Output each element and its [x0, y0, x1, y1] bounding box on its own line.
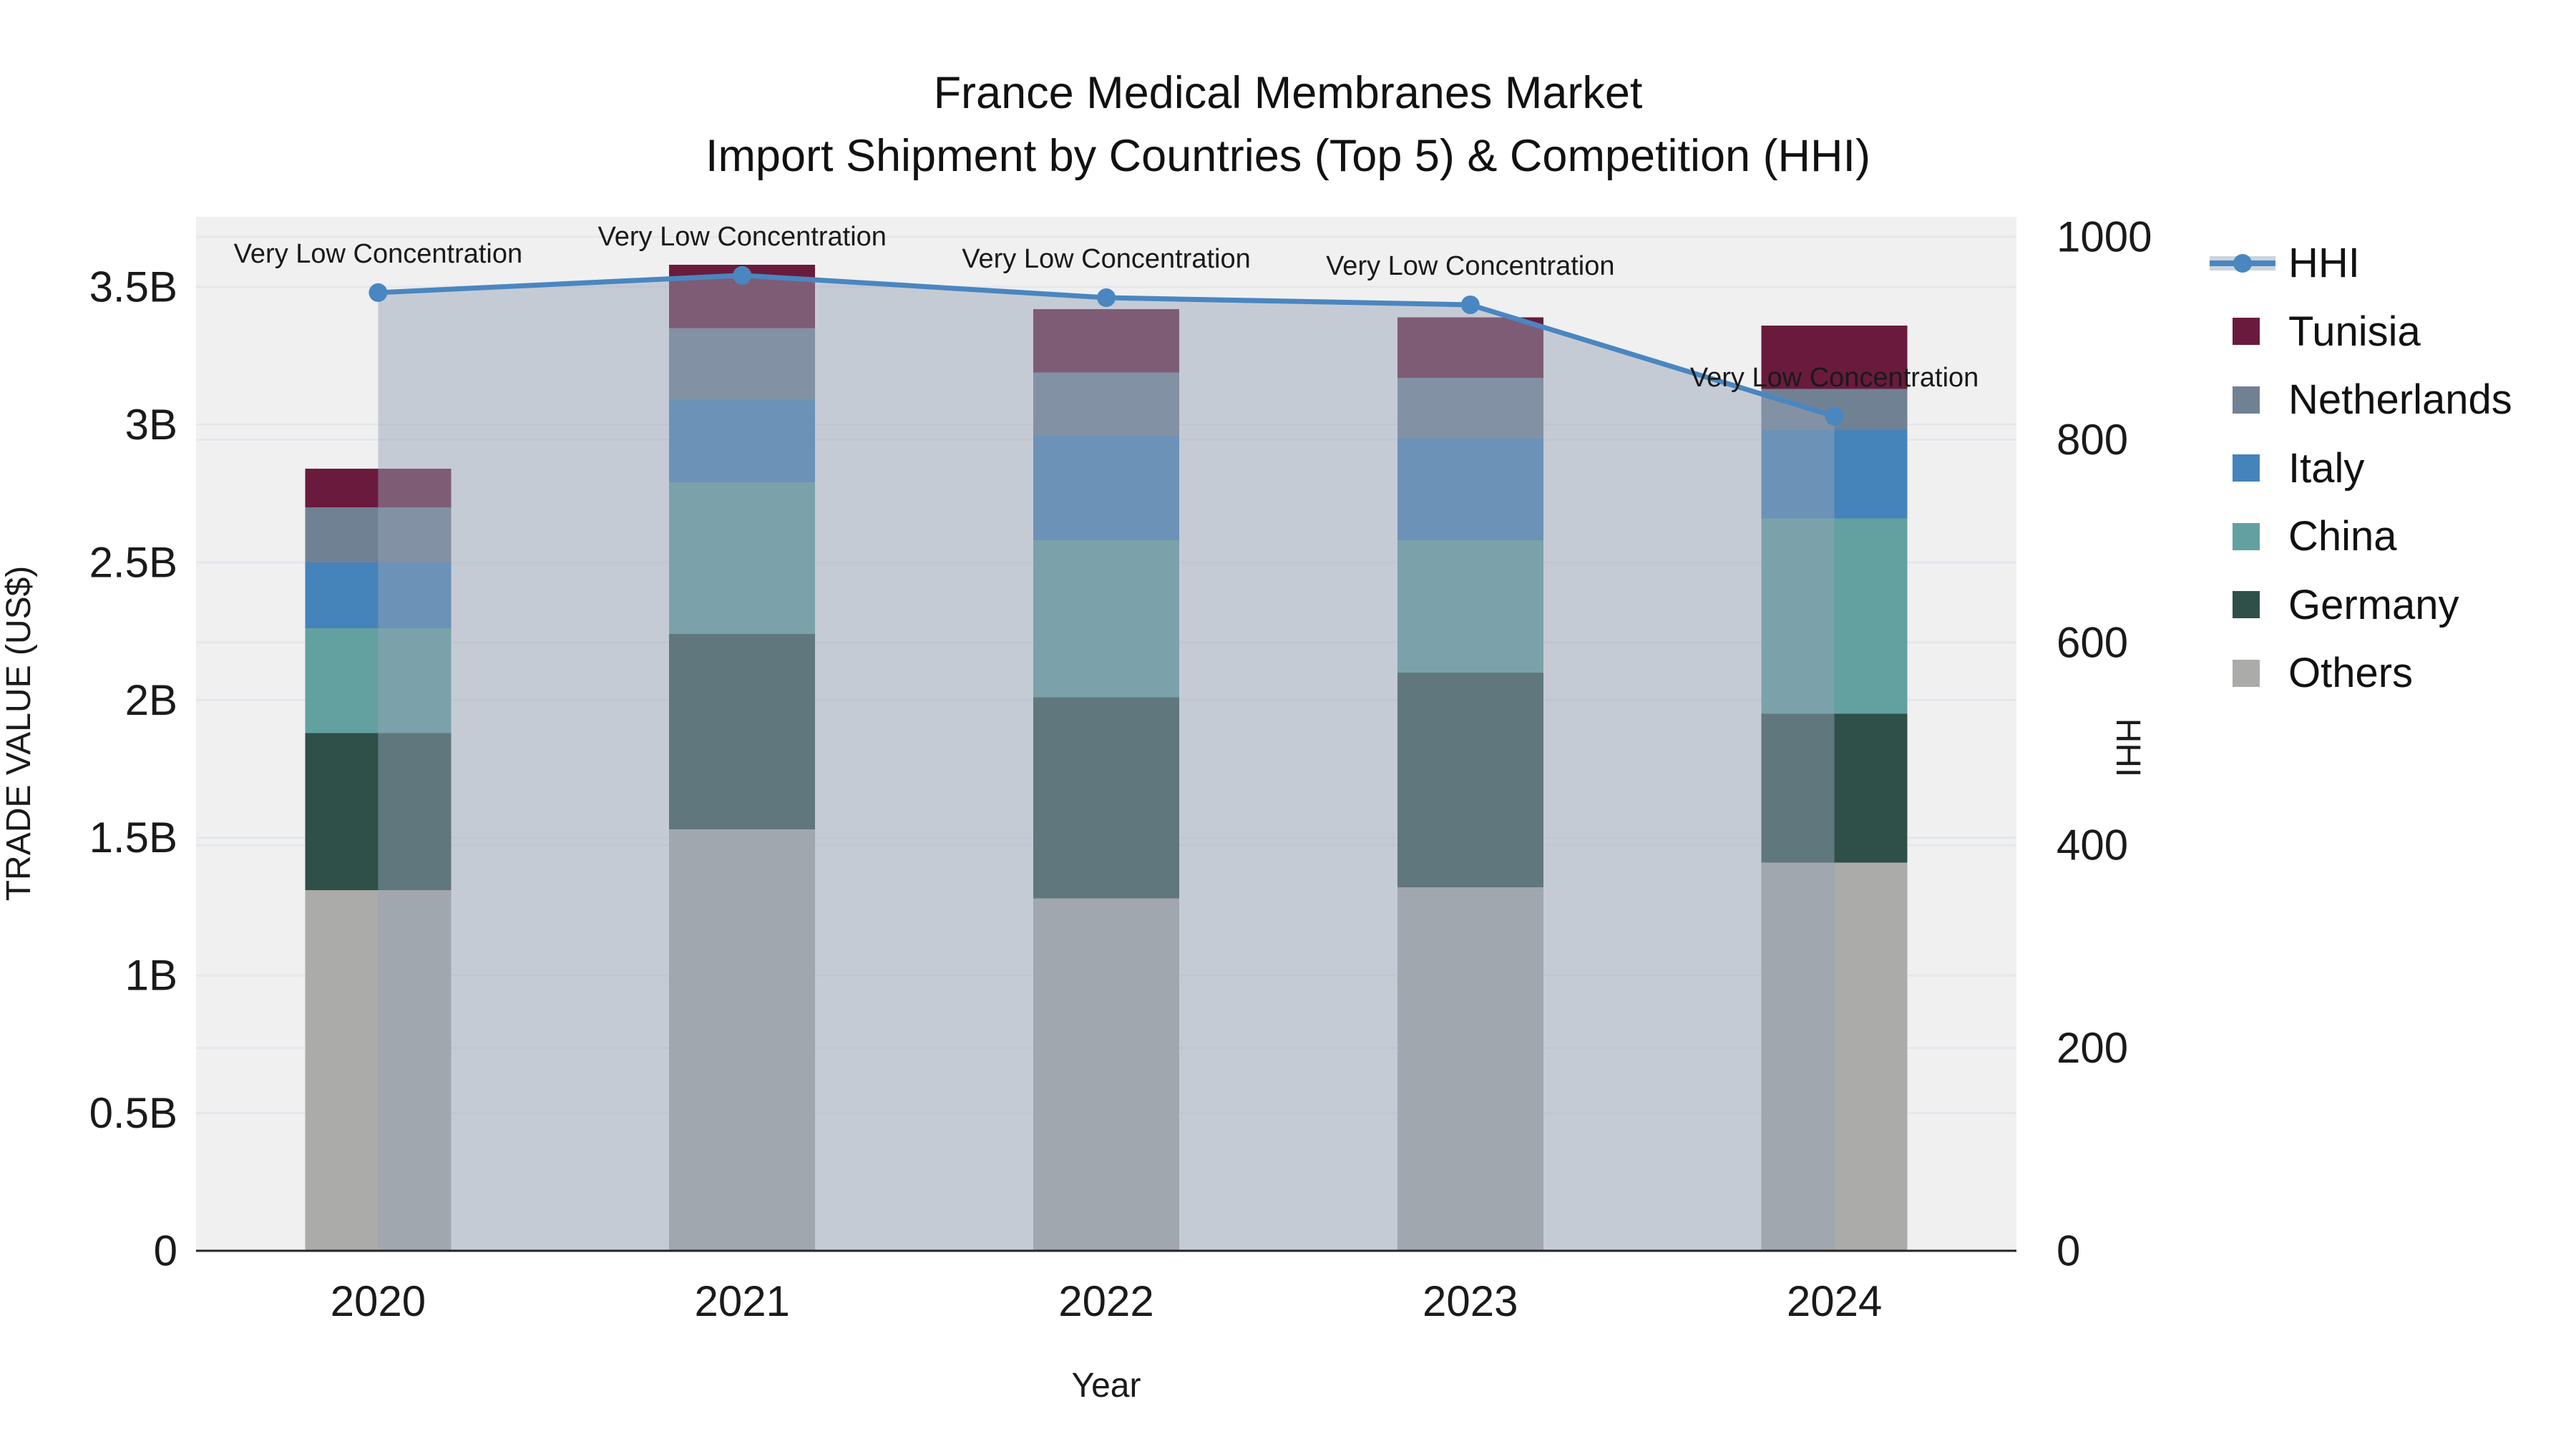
annotation-2023: Very Low Concentration — [1326, 251, 1614, 281]
bar-2021-italy[interactable] — [669, 399, 816, 483]
bar-2021-china[interactable] — [669, 482, 816, 634]
y-right-axis-title: HHI — [2109, 718, 2147, 778]
annotation-2022: Very Low Concentration — [962, 244, 1250, 274]
y-right-tick-label: 400 — [2057, 821, 2128, 869]
bar-2020-italy[interactable] — [305, 562, 452, 629]
hhi-area-fill — [378, 275, 1835, 1252]
legend: HHI Tunisia Netherlands Italy China Germany Ot… — [2210, 229, 2512, 708]
legend-swatch-germany — [2233, 591, 2260, 619]
bar-2023-italy[interactable] — [1397, 438, 1543, 541]
x-axis-title: Year — [1072, 1367, 1141, 1405]
legend-swatch-italy — [2233, 454, 2260, 482]
legend-line-sample-icon — [2210, 247, 2275, 280]
y-right-tick-label: 1000 — [2057, 213, 2152, 261]
legend-swatch-icon — [2210, 588, 2275, 621]
x-tick-label: 2021 — [694, 1277, 789, 1325]
legend-swatch-icon — [2210, 384, 2275, 416]
x-tick-label: 2023 — [1423, 1277, 1518, 1325]
bar-2022-italy[interactable] — [1033, 435, 1179, 541]
legend-swatch-icon — [2210, 657, 2275, 690]
legend-swatch-others — [2233, 659, 2260, 687]
hhi-marker-2022[interactable] — [1097, 288, 1116, 308]
y-right-tick-label: 600 — [2057, 618, 2128, 666]
hhi-marker-2020[interactable] — [369, 283, 388, 302]
y-right-tick-label: 800 — [2057, 416, 2128, 464]
legend-swatch-icon — [2210, 520, 2275, 553]
legend-item-netherlands[interactable]: Netherlands — [2210, 366, 2512, 434]
annotation-2021: Very Low Concentration — [597, 222, 886, 252]
legend-swatch-icon — [2210, 452, 2275, 484]
hhi-marker-2023[interactable] — [1460, 295, 1480, 314]
bar-2024-germany[interactable] — [1761, 713, 1908, 863]
y-left-tick-label: 0 — [154, 1227, 177, 1275]
legend-marker-dot — [2233, 253, 2252, 273]
legend-swatch-china — [2233, 522, 2260, 550]
bar-2024-tunisia[interactable] — [1761, 325, 1908, 389]
bar-2020-netherlands[interactable] — [305, 507, 452, 562]
legend-label: Tunisia — [2288, 308, 2421, 355]
chart-title: France Medical Membranes Market Import S… — [0, 62, 2576, 187]
chart-title-line2: Import Shipment by Countries (Top 5) & C… — [705, 131, 1871, 181]
y-left-tick-label: 1.5B — [89, 814, 177, 862]
y-right-tick-label: 200 — [2057, 1024, 2128, 1072]
legend-label: Germany — [2288, 581, 2459, 628]
bar-2024-italy[interactable] — [1761, 430, 1908, 519]
y-left-axis-title: TRADE VALUE (US$) — [0, 566, 38, 902]
legend-item-germany[interactable]: Germany — [2210, 571, 2512, 640]
bar-2020-others[interactable] — [305, 889, 452, 1251]
legend-swatch-tunisia — [2233, 318, 2260, 346]
chart-title-line1: France Medical Membranes Market — [933, 68, 1643, 118]
bar-2021-others[interactable] — [669, 829, 816, 1251]
bar-2023-tunisia[interactable] — [1397, 317, 1543, 379]
bar-2022-netherlands[interactable] — [1033, 372, 1179, 436]
legend-item-hhi[interactable]: HHI — [2210, 229, 2512, 298]
bar-2022-tunisia[interactable] — [1033, 308, 1179, 373]
annotation-2024: Very Low Concentration — [1690, 363, 1979, 393]
legend-label: HHI — [2288, 240, 2360, 287]
bar-2024-china[interactable] — [1761, 518, 1908, 714]
bar-2020-tunisia[interactable] — [305, 469, 452, 507]
y-left-tick-label: 1B — [125, 952, 177, 1000]
bar-2023-germany[interactable] — [1397, 672, 1543, 887]
legend-item-italy[interactable]: Italy — [2210, 434, 2512, 503]
legend-swatch-netherlands — [2233, 386, 2260, 414]
hhi-marker-2021[interactable] — [733, 265, 752, 285]
bar-2022-others[interactable] — [1033, 898, 1179, 1251]
legend-item-tunisia[interactable]: Tunisia — [2210, 298, 2512, 366]
legend-swatch-icon — [2210, 315, 2275, 348]
y-left-tick-label: 2B — [125, 676, 177, 724]
legend-label: Others — [2288, 650, 2414, 697]
x-tick-label: 2022 — [1058, 1277, 1153, 1325]
legend-label: Netherlands — [2288, 376, 2512, 424]
y-left-tick-label: 0.5B — [89, 1089, 177, 1137]
y-left-tick-label: 3.5B — [89, 263, 177, 311]
legend-label: Italy — [2288, 444, 2365, 492]
bar-2021-germany[interactable] — [669, 633, 816, 830]
y-left-tick-label: 3B — [125, 401, 177, 449]
annotation-2020: Very Low Concentration — [234, 239, 522, 269]
legend-label: China — [2288, 513, 2397, 560]
hhi-marker-2024[interactable] — [1825, 406, 1844, 426]
y-left-tick-label: 2.5B — [89, 538, 177, 586]
bar-2021-netherlands[interactable] — [669, 328, 816, 400]
x-tick-label: 2024 — [1787, 1277, 1882, 1325]
bar-2023-others[interactable] — [1397, 887, 1543, 1251]
bar-2020-germany[interactable] — [305, 733, 452, 890]
legend-item-others[interactable]: Others — [2210, 639, 2512, 708]
x-tick-label: 2020 — [331, 1277, 426, 1325]
legend-item-china[interactable]: China — [2210, 502, 2512, 571]
bar-2020-china[interactable] — [305, 628, 452, 733]
bar-2023-netherlands[interactable] — [1397, 378, 1543, 439]
y-right-tick-label: 0 — [2057, 1227, 2080, 1275]
bar-2022-germany[interactable] — [1033, 697, 1179, 899]
bar-2022-china[interactable] — [1033, 540, 1179, 698]
bar-2023-china[interactable] — [1397, 540, 1543, 673]
bar-2024-others[interactable] — [1761, 862, 1908, 1251]
